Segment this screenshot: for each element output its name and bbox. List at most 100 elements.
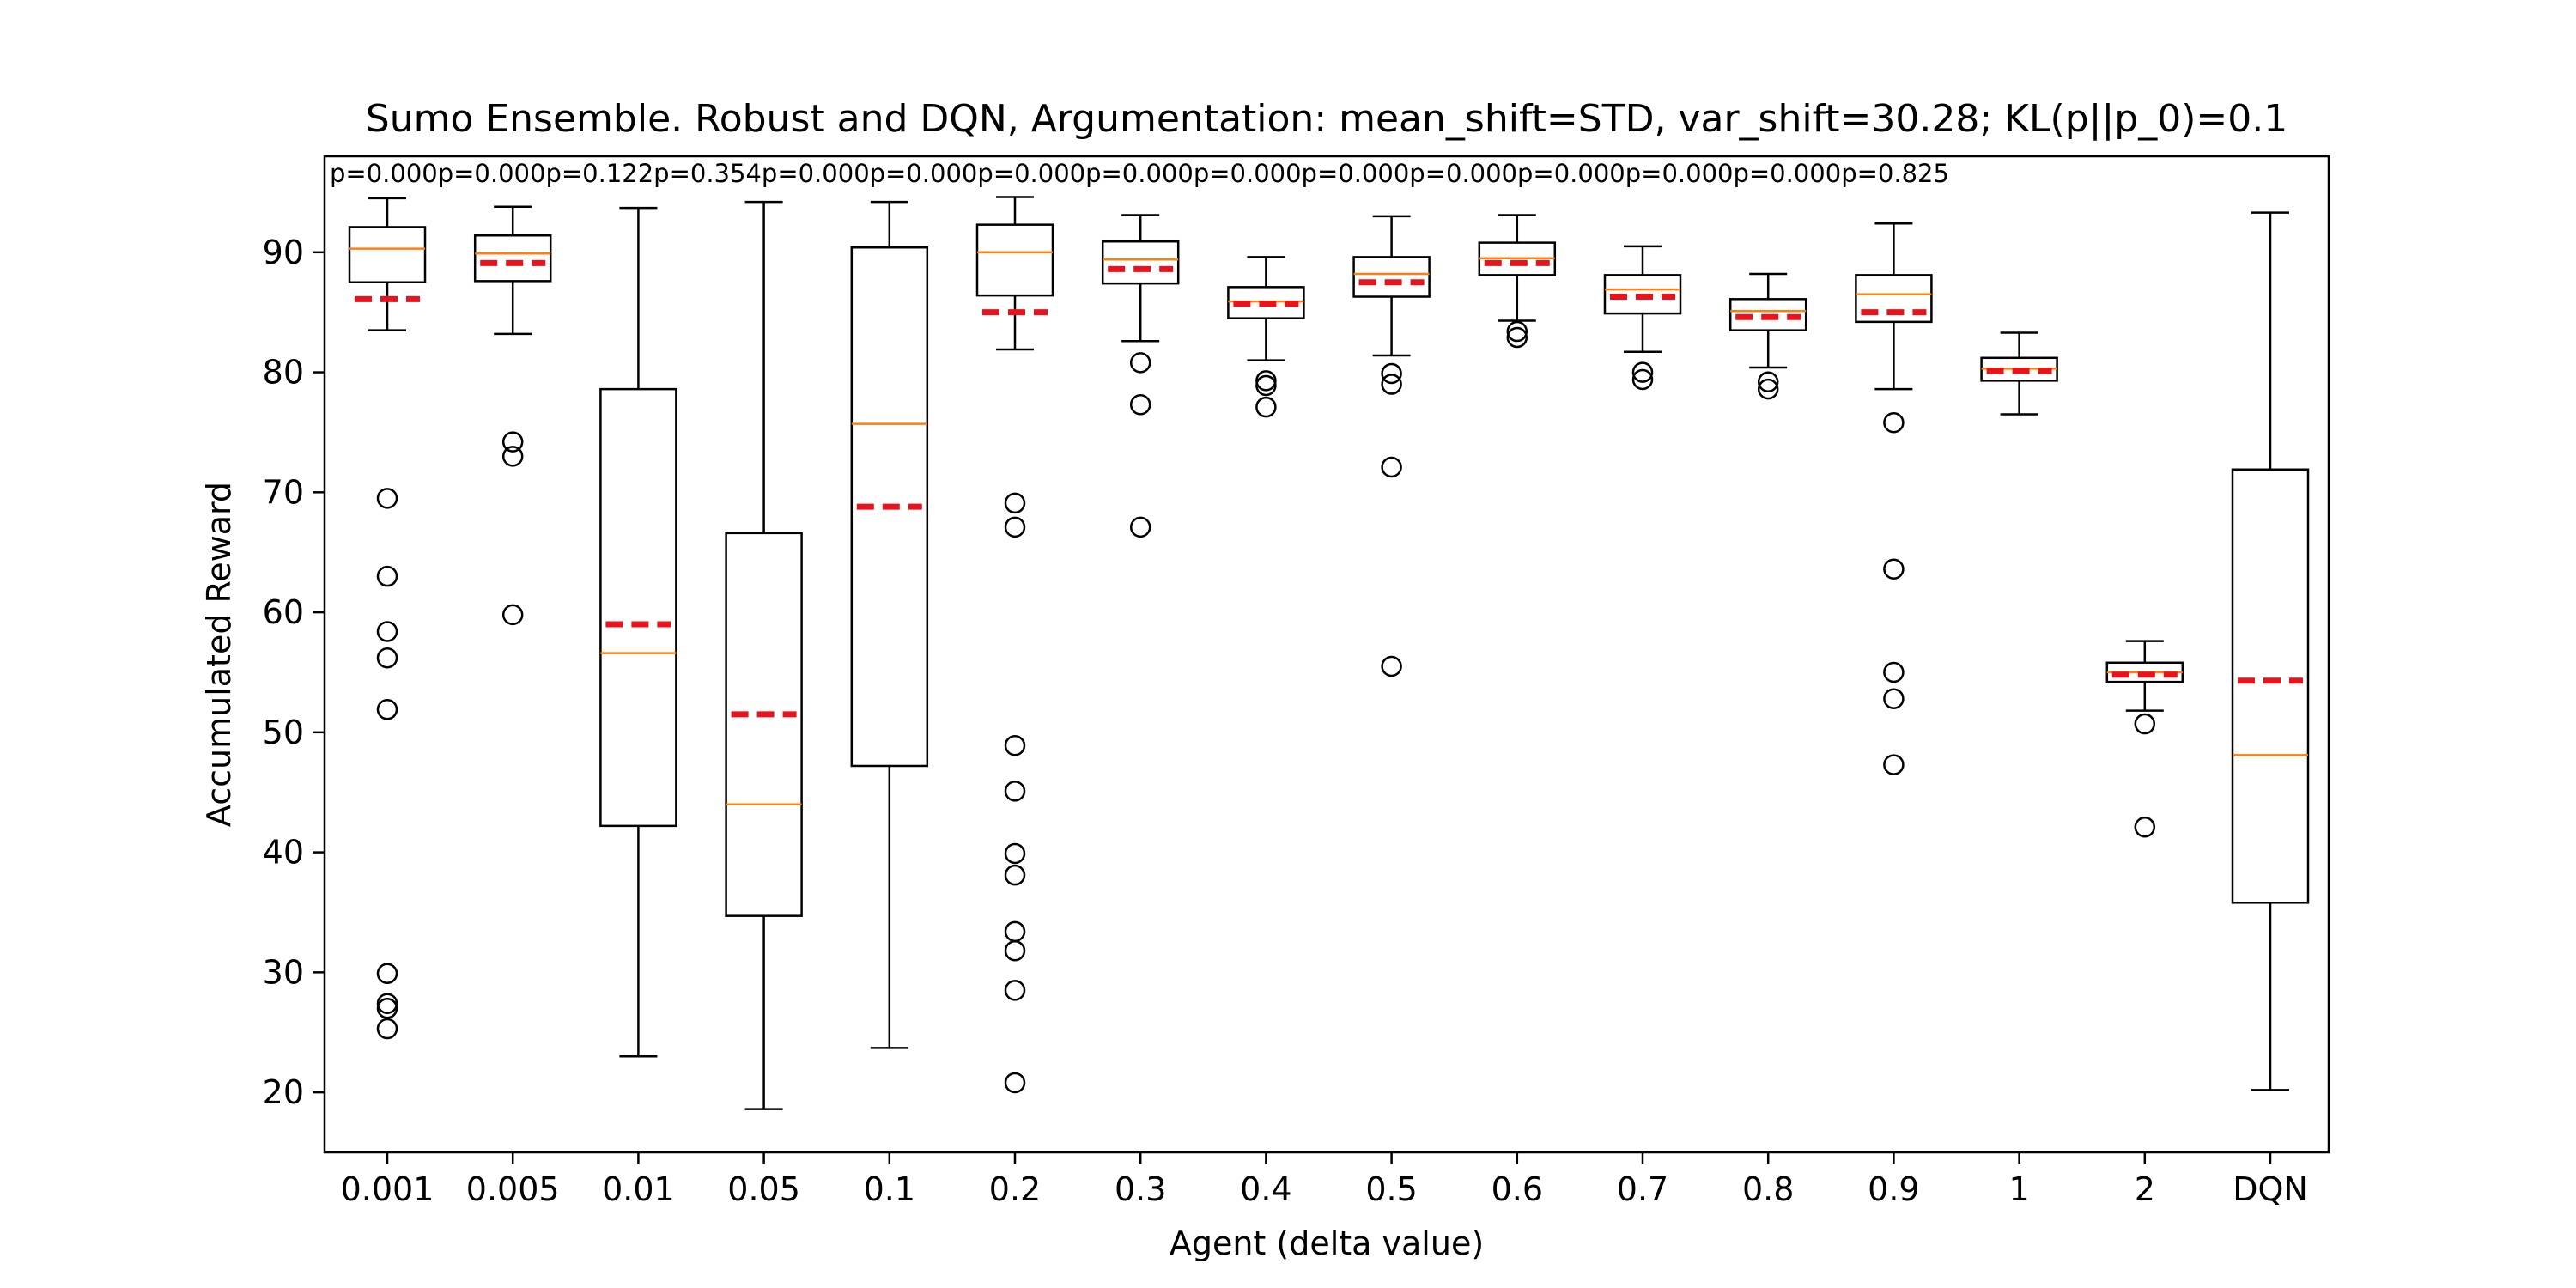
- outlier-point: [1004, 492, 1026, 514]
- outlier-point: [1004, 920, 1026, 943]
- outlier-point: [1004, 1072, 1026, 1094]
- y-tick-label: 80: [263, 354, 304, 392]
- outlier-point: [501, 446, 524, 467]
- outlier-point: [1255, 396, 1277, 418]
- box-group-0-6: [1478, 214, 1557, 349]
- x-tick-label: 0.8: [1742, 1170, 1794, 1208]
- y-tick-label: 60: [263, 593, 304, 631]
- y-tick-label: 90: [263, 234, 304, 271]
- outlier-point: [1255, 374, 1277, 397]
- box-iqr: [975, 223, 1054, 297]
- box-group-dqn: [2231, 211, 2310, 1091]
- outlier-point: [1381, 362, 1402, 385]
- box-iqr: [1227, 286, 1305, 319]
- outlier-point: [1883, 661, 1905, 683]
- box-group-0-001: [348, 197, 427, 1040]
- box-iqr: [1855, 274, 1933, 324]
- x-axis-label: Agent (delta value): [1170, 1224, 1484, 1262]
- box-group-0-5: [1352, 215, 1431, 677]
- x-tick-label: 0.3: [1115, 1170, 1166, 1208]
- outlier-point: [1004, 516, 1026, 538]
- outlier-point: [1883, 412, 1905, 434]
- plot-frame: [323, 155, 2330, 1154]
- outlier-point: [1883, 688, 1905, 709]
- x-tick-label: 0.001: [341, 1170, 434, 1208]
- outlier-point: [1129, 516, 1151, 538]
- x-tick-label: 0.2: [989, 1170, 1041, 1208]
- x-tick-label: 0.1: [864, 1170, 915, 1208]
- x-tick-label: 1: [2009, 1170, 2030, 1208]
- outlier-point: [376, 699, 398, 720]
- outlier-point: [1381, 374, 1402, 395]
- outlier-point: [2134, 713, 2156, 735]
- outlier-point: [376, 647, 398, 669]
- outlier-point: [376, 1018, 398, 1040]
- axes: 20 30 40 50 60 70 80 90 0.001 0.005 0.01 0.05 0.1 0.2…: [263, 159, 2308, 1208]
- outlier-point: [1883, 558, 1905, 580]
- x-tick-label: 0.5: [1365, 1170, 1417, 1208]
- outlier-point: [1255, 370, 1277, 392]
- outlier-point: [501, 604, 524, 626]
- outlier-point: [1631, 368, 1654, 391]
- outlier-point: [376, 621, 398, 642]
- outlier-point: [1129, 352, 1151, 374]
- outlier-point: [1004, 980, 1026, 1001]
- box-iqr: [850, 246, 929, 768]
- outlier-point: [1381, 655, 1402, 677]
- outlier-point: [1004, 781, 1026, 802]
- box-group-0-3: [1101, 214, 1180, 538]
- box-iqr: [1101, 240, 1180, 285]
- x-tick-label: 0.9: [1868, 1170, 1919, 1208]
- x-tick-label: 0.7: [1617, 1170, 1668, 1208]
- outlier-point: [2134, 817, 2156, 838]
- x-tick-label: 0.4: [1240, 1170, 1291, 1208]
- y-tick-label: 40: [263, 834, 304, 872]
- box-group-0-8: [1728, 272, 1807, 400]
- box-group-0-1: [850, 200, 929, 1049]
- outlier-point: [1757, 378, 1779, 400]
- box-group-1: [1980, 331, 2058, 416]
- x-tick-label: 0.01: [602, 1170, 675, 1208]
- outlier-point: [376, 993, 398, 1014]
- box-iqr: [1728, 298, 1807, 331]
- outlier-point: [1883, 754, 1905, 775]
- outlier-point: [1506, 320, 1528, 343]
- chart-title: Sumo Ensemble. Robust and DQN, Argumenta…: [366, 97, 2287, 141]
- box-group-0-005: [473, 205, 552, 626]
- y-tick-label: 70: [263, 473, 304, 511]
- x-tick-label: 0.6: [1492, 1170, 1543, 1208]
- outlier-point: [376, 488, 398, 509]
- box-group-0-4: [1227, 256, 1305, 418]
- box-iqr: [599, 387, 677, 828]
- y-tick-label: 30: [263, 953, 304, 991]
- outlier-point: [1004, 842, 1026, 865]
- x-tick-label: 0.005: [466, 1170, 560, 1208]
- outlier-point: [1506, 326, 1528, 349]
- y-tick-label: 20: [263, 1073, 304, 1111]
- outlier-point: [1004, 864, 1026, 886]
- box-group-0-05: [725, 200, 803, 1110]
- outlier-point: [501, 431, 524, 453]
- box-iqr: [473, 234, 552, 283]
- box-iqr: [1603, 274, 1682, 315]
- box-group-0-9: [1855, 222, 1933, 775]
- x-tick-label: 2: [2135, 1170, 2155, 1208]
- box-group-0-01: [599, 206, 677, 1058]
- outlier-point: [1757, 371, 1779, 392]
- box-group-0-2: [975, 196, 1054, 1094]
- p-value-row: p=0.000p=0.000p=0.122p=0.354p=0.000p=0.0…: [330, 159, 1949, 188]
- outlier-point: [1631, 361, 1654, 383]
- outlier-point: [1129, 394, 1151, 416]
- x-tick-label: DQN: [2233, 1170, 2308, 1208]
- outlier-point: [1004, 939, 1026, 962]
- box-iqr: [2231, 468, 2310, 904]
- x-tick-label: 0.05: [727, 1170, 800, 1208]
- y-axis-label: Accumulated Reward: [200, 482, 238, 827]
- box-iqr: [348, 226, 427, 283]
- box-group-0-7: [1603, 245, 1682, 391]
- outlier-point: [1004, 734, 1026, 756]
- outlier-point: [376, 963, 398, 985]
- y-tick-label: 50: [263, 714, 304, 751]
- plot-area: [348, 196, 2310, 1110]
